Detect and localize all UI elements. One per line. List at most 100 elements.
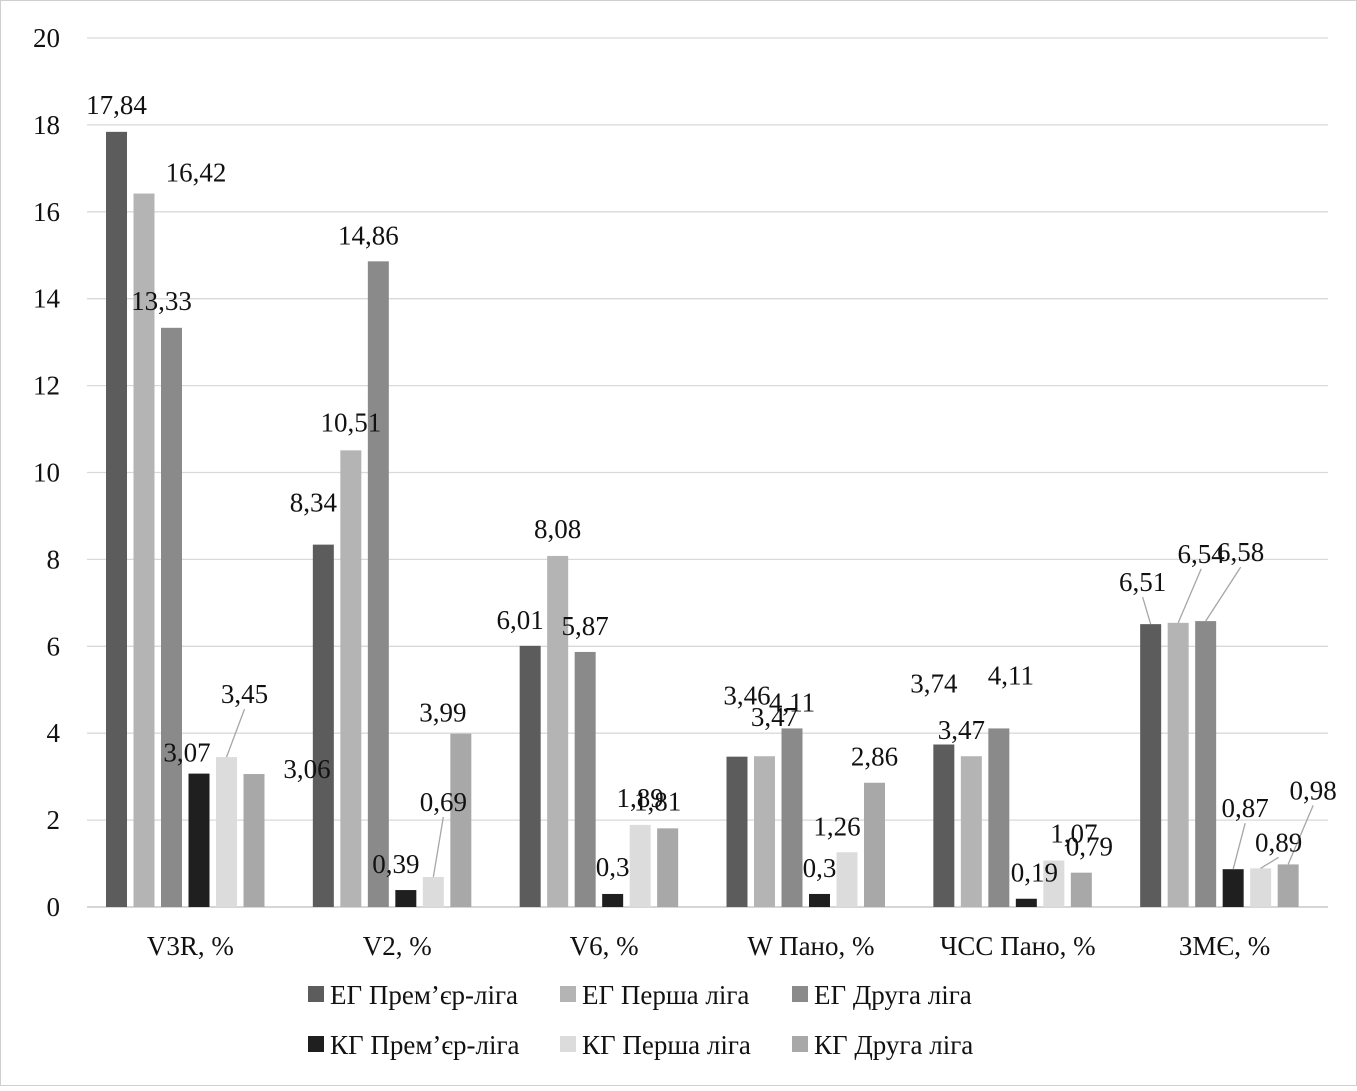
legend-entry: ЕГ Друга ліга <box>814 980 972 1010</box>
bar <box>216 757 237 907</box>
bar <box>960 756 982 907</box>
y-tick-label: 6 <box>47 631 61 661</box>
data-label: 6,51 <box>1119 567 1166 597</box>
data-label: 3,47 <box>751 702 798 732</box>
data-label: 10,51 <box>320 407 381 437</box>
data-label: 4,11 <box>769 687 815 717</box>
bar <box>1015 898 1037 907</box>
data-label: 6,58 <box>1217 537 1264 567</box>
x-tick-label: ЗМЄ, % <box>1179 931 1270 961</box>
leader-line <box>1177 568 1202 624</box>
legend-swatch <box>308 1036 324 1052</box>
legend-entry: КГ Перша ліга <box>582 1030 751 1060</box>
legend-entry: КГ Прем’єр-ліга <box>330 1030 520 1060</box>
bar <box>1195 621 1217 907</box>
data-label: 0,79 <box>1066 832 1113 862</box>
y-tick-label: 18 <box>33 110 60 140</box>
bar <box>864 782 885 907</box>
bar <box>340 450 362 907</box>
leader-line <box>1205 566 1242 622</box>
legend-entry: ЕГ Перша ліга <box>582 980 749 1010</box>
bars <box>106 131 1299 908</box>
y-tick-label: 10 <box>33 458 60 488</box>
x-tick-label: W Пано, % <box>747 931 874 961</box>
bar <box>161 327 182 907</box>
data-label: 3,99 <box>419 698 466 728</box>
leader-line <box>1142 596 1152 625</box>
bar <box>1167 622 1189 907</box>
leader-line <box>1287 805 1314 865</box>
bar <box>933 744 955 907</box>
y-tick-label: 14 <box>33 284 61 314</box>
legend: ЕГ Прем’єр-ліга ЕГ Перша ліга ЕГ Друга ліг… <box>308 980 973 1060</box>
data-label: 5,87 <box>562 611 609 641</box>
data-labels: 17,84 8,34 6,01 3,46 3,74 6,51 16,42 10,51 8,08 3… <box>86 90 1337 888</box>
leader-line <box>432 816 444 878</box>
bar <box>629 824 651 907</box>
legend-swatch <box>792 986 808 1002</box>
data-label: 0,89 <box>1255 827 1302 857</box>
bar <box>395 890 417 907</box>
data-label: 3,74 <box>910 668 958 698</box>
data-label: 0,69 <box>420 787 467 817</box>
x-tick-label: ЧСС Пано, % <box>940 931 1096 961</box>
y-tick-label: 8 <box>47 544 61 574</box>
data-label: 2,86 <box>851 742 898 772</box>
data-label: 1,26 <box>813 811 860 841</box>
data-label: 3,46 <box>723 681 770 711</box>
data-label: 17,84 <box>86 90 147 120</box>
bar <box>1140 624 1162 907</box>
data-label: 0,87 <box>1222 793 1269 823</box>
y-tick-label: 2 <box>47 805 61 835</box>
data-label: 6,54 <box>1178 539 1226 569</box>
data-label: 14,86 <box>338 220 399 250</box>
y-tick-label: 12 <box>33 371 60 401</box>
bar <box>1043 860 1065 907</box>
leader-line <box>225 708 246 758</box>
data-label: 1,89 <box>617 783 664 813</box>
bar <box>574 651 596 907</box>
gridlines <box>87 37 1328 908</box>
data-label: 0,19 <box>1011 858 1058 888</box>
bar <box>106 131 127 908</box>
data-label: 1,07 <box>1050 819 1097 849</box>
data-label: 3,45 <box>221 679 268 709</box>
x-axis: V3R, % V2, % V6, % W Пано, % ЧСС Пано, % ЗМЄ,… <box>147 931 1270 961</box>
data-label: 1,81 <box>634 786 681 816</box>
leader-line <box>1232 823 1246 870</box>
legend-swatch <box>560 1036 576 1052</box>
legend-swatch <box>560 986 576 1002</box>
x-tick-label: V2, % <box>363 931 432 961</box>
data-label: 8,08 <box>534 514 581 544</box>
bar <box>450 733 472 907</box>
data-label: 16,42 <box>166 158 227 188</box>
legend-entry: ЕГ Прем’єр-ліга <box>330 980 518 1010</box>
legend-swatch <box>792 1036 808 1052</box>
y-tick-label: 16 <box>33 197 60 227</box>
bar <box>519 645 541 907</box>
bar <box>547 555 569 907</box>
bar <box>1277 864 1299 907</box>
data-label: 0,39 <box>372 849 419 879</box>
bar <box>602 893 624 907</box>
data-label: 13,33 <box>131 286 192 316</box>
bar <box>188 773 210 907</box>
y-tick-label: 20 <box>33 23 60 53</box>
bar <box>726 756 748 907</box>
data-label: 8,34 <box>290 488 338 518</box>
bar <box>1250 868 1272 907</box>
y-tick-label: 0 <box>47 892 61 922</box>
data-label: 6,01 <box>497 605 544 635</box>
bar <box>988 728 1010 907</box>
y-tick-label: 4 <box>47 718 61 748</box>
bar <box>312 544 334 907</box>
bar <box>754 756 775 907</box>
data-label: 0,98 <box>1290 775 1337 805</box>
bar <box>781 728 803 907</box>
data-label: 0,3 <box>803 853 837 883</box>
bar <box>1070 872 1092 907</box>
data-label: 3,07 <box>163 738 210 768</box>
y-axis: 0 2 4 6 8 10 12 14 16 18 20 <box>33 23 61 922</box>
leader-line <box>1260 856 1280 869</box>
